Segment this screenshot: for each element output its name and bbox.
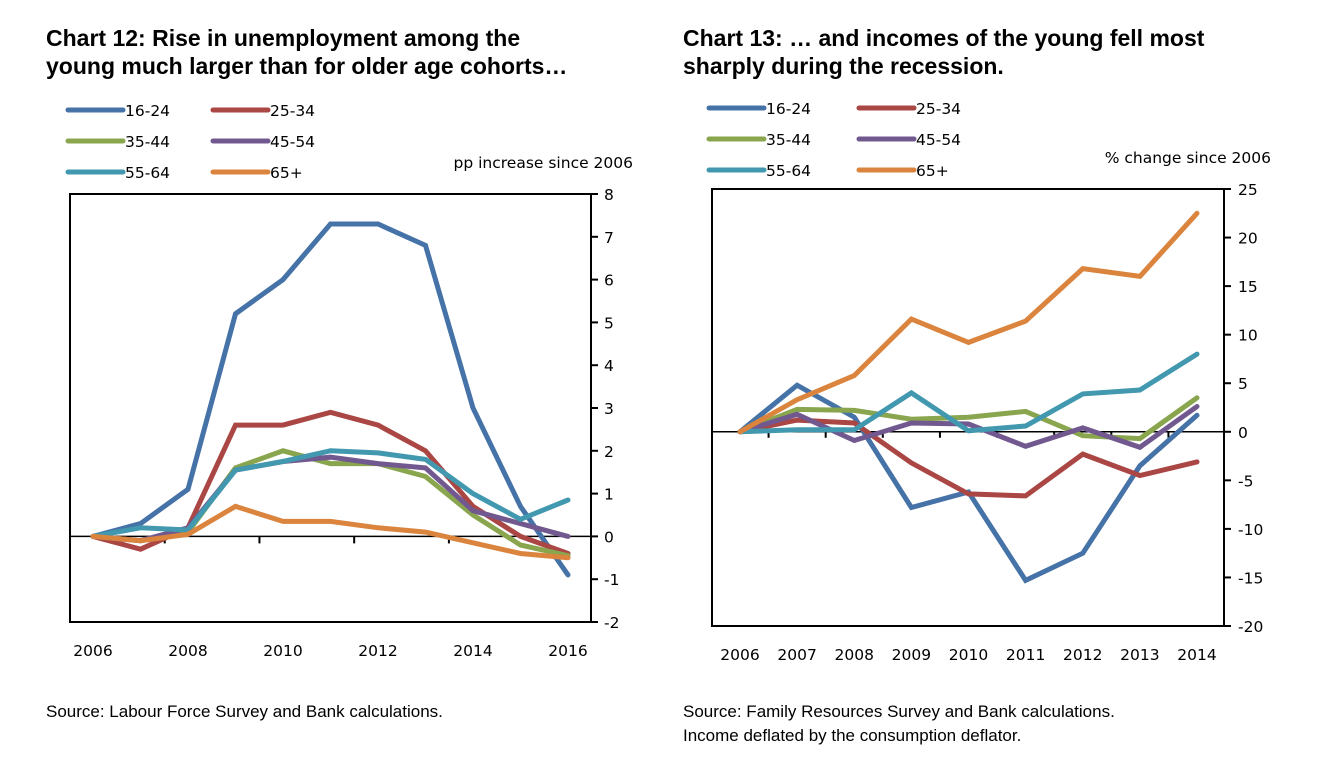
legend-item: 35-44 [65, 133, 170, 151]
legend-item: 25-34 [210, 102, 315, 120]
legend-item: 35-44 [706, 131, 811, 149]
x-tick-label: 2009 [892, 646, 931, 664]
y-tick-label: 7 [604, 229, 614, 247]
y-tick-label: -5 [1238, 472, 1253, 490]
y-axis-label: % change since 2006 [1105, 149, 1271, 167]
x-tick-label: 2014 [1177, 646, 1216, 664]
legend-label: 16-24 [766, 100, 811, 118]
y-tick-label: -2 [604, 614, 619, 632]
y-tick-label: 25 [1238, 181, 1258, 199]
series-line-45-54 [90, 454, 571, 544]
x-tick-label: 2007 [777, 646, 816, 664]
legend-item: 55-64 [65, 164, 170, 182]
series-line-65+ [90, 503, 571, 561]
x-tick-label: 2012 [1063, 646, 1102, 664]
x-tick-label: 2011 [1006, 646, 1045, 664]
y-tick-label: 20 [1238, 230, 1258, 248]
legend-label: 16-24 [125, 102, 170, 120]
legend-item: 45-54 [210, 133, 315, 151]
y-tick-label: 2 [604, 443, 614, 461]
x-tick-label: 2010 [949, 646, 988, 664]
x-tick-label: 2006 [73, 642, 112, 660]
x-tick-label: 2014 [453, 642, 492, 660]
series-line-55-64 [737, 351, 1200, 435]
legend-label: 55-64 [766, 162, 811, 180]
chart-12-source: Source: Labour Force Survey and Bank cal… [46, 700, 443, 724]
chart-13-source-text: Source: Family Resources Survey and Bank… [683, 702, 1115, 721]
chart-13: -20 -15 -10 -5 0 5 10 15 20 25 2006 2007 2008 2009 201… [706, 100, 1271, 664]
y-tick-label: -15 [1238, 569, 1263, 587]
y-tick-label: -20 [1238, 618, 1263, 636]
x-tick-label: 2016 [548, 642, 587, 660]
y-tick-label: 8 [604, 186, 614, 204]
series-line-16-24 [90, 221, 571, 578]
chart-13-source: Source: Family Resources Survey and Bank… [683, 700, 1115, 748]
legend-label: 65+ [270, 164, 303, 182]
legend-item: 16-24 [65, 102, 170, 120]
y-tick-label: 0 [604, 528, 614, 546]
y-tick-label: 4 [604, 357, 614, 375]
legend-label: 25-34 [270, 102, 315, 120]
legend-label: 35-44 [766, 131, 811, 149]
chart-12-title: Chart 12: Rise in unemployment among the… [46, 25, 568, 79]
legend-item: 16-24 [706, 100, 811, 118]
x-tick-label: 2010 [263, 642, 302, 660]
plot-frame [69, 193, 592, 623]
x-tick-label: 2008 [168, 642, 207, 660]
legend-label: 65+ [916, 162, 949, 180]
chart-13-title: Chart 13: … and incomes of the young fel… [683, 25, 1205, 79]
series-line-45-54 [737, 404, 1200, 451]
series-line-55-64 [90, 448, 571, 539]
series-line-16-24 [737, 382, 1200, 584]
chart-12-source-text: Source: Labour Force Survey and Bank cal… [46, 702, 443, 721]
chart-12: -2 -1 0 1 2 3 4 5 6 7 8 2006 2008 2010 2012 2014 2016 pp … [65, 102, 634, 660]
y-tick-label: -1 [604, 571, 619, 589]
legend-item: 65+ [856, 162, 949, 180]
x-tick-label: 2012 [358, 642, 397, 660]
y-tick-label: 1 [604, 486, 614, 504]
chart-13-source-note: Income deflated by the consumption defla… [683, 726, 1022, 745]
legend-item: 45-54 [856, 131, 961, 149]
x-tick-label: 2008 [835, 646, 874, 664]
x-tick-label: 2013 [1120, 646, 1159, 664]
legend-label: 35-44 [125, 133, 170, 151]
legend-label: 45-54 [916, 131, 961, 149]
legend-item: 25-34 [856, 100, 961, 118]
legend-item: 55-64 [706, 162, 811, 180]
legend: 16-24 25-34 35-44 45-54 55-64 65+ [706, 100, 961, 180]
legend: 16-24 25-34 35-44 45-54 55-64 65+ [65, 102, 315, 182]
y-tick-label: 15 [1238, 278, 1258, 296]
y-tick-label: 10 [1238, 327, 1258, 345]
plot-frame [711, 188, 1225, 627]
y-tick-label: -10 [1238, 521, 1263, 539]
y-axis-label: pp increase since 2006 [454, 154, 634, 172]
legend-label: 55-64 [125, 164, 170, 182]
y-tick-label: 5 [1238, 375, 1248, 393]
y-tick-label: 5 [604, 314, 614, 332]
y-tick-label: 0 [1238, 424, 1248, 442]
legend-item: 65+ [210, 164, 303, 182]
series-line-65+ [737, 210, 1200, 435]
x-tick-label: 2006 [720, 646, 759, 664]
series-line-35-44 [737, 395, 1200, 442]
y-tick-label: 3 [604, 400, 614, 418]
legend-label: 45-54 [270, 133, 315, 151]
legend-label: 25-34 [916, 100, 961, 118]
y-tick-label: 6 [604, 272, 614, 290]
